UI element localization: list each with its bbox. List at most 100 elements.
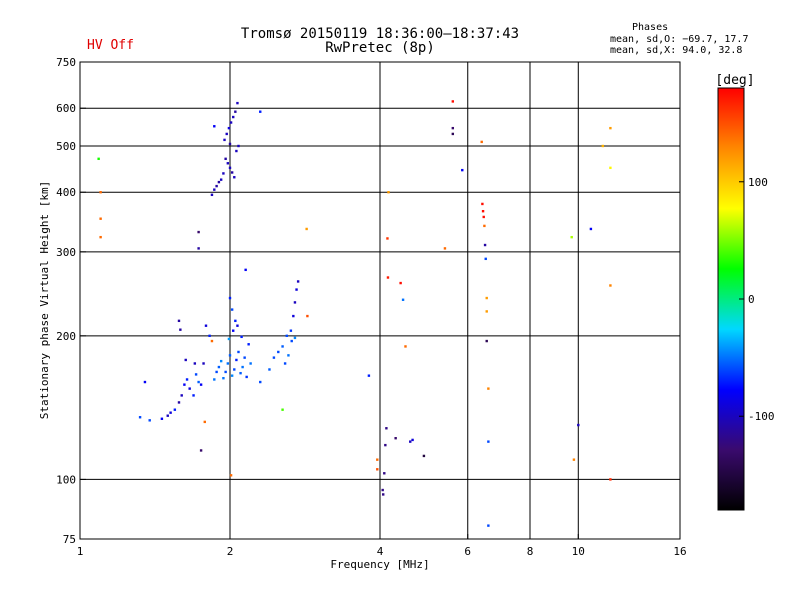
data-point (384, 443, 387, 447)
data-point (285, 334, 288, 338)
data-point (228, 296, 232, 300)
data-point (213, 188, 216, 191)
data-point (376, 468, 379, 471)
data-point (461, 168, 464, 172)
data-point (409, 440, 412, 443)
data-point (483, 224, 486, 228)
data-point (485, 296, 488, 300)
data-point (138, 416, 142, 419)
data-point (609, 166, 612, 170)
data-point (483, 243, 487, 247)
data-point (281, 408, 284, 411)
data-point (185, 378, 189, 381)
data-point (601, 144, 605, 148)
data-point (210, 339, 214, 343)
data-point (249, 362, 252, 365)
data-point (484, 257, 487, 261)
data-point (230, 374, 234, 377)
data-points (97, 100, 612, 527)
data-point (268, 368, 271, 371)
data-point (609, 126, 612, 130)
data-point (293, 336, 297, 340)
chart-title: Tromsø 20150119 18:36:00–18:37:43 (240, 26, 520, 42)
data-point (230, 171, 234, 174)
data-point (228, 142, 232, 146)
data-point (281, 345, 284, 348)
data-point (148, 419, 151, 422)
y-tick-label: 600 (56, 102, 76, 115)
data-point (232, 329, 235, 332)
colorbar-tick-label: -100 (748, 410, 775, 423)
data-point (244, 268, 247, 272)
data-point (451, 132, 455, 136)
data-point (589, 227, 593, 231)
data-point (245, 375, 248, 379)
data-point (485, 310, 488, 313)
data-point (192, 394, 195, 397)
data-point (283, 362, 287, 365)
data-point (99, 191, 102, 194)
data-point (386, 276, 390, 279)
data-point (487, 440, 490, 443)
data-point (443, 247, 447, 250)
hv-status-label: HV Off (87, 38, 134, 53)
data-point (383, 472, 386, 475)
data-point (166, 414, 169, 417)
data-point (219, 359, 223, 363)
data-point (202, 362, 205, 365)
grid-lines (80, 62, 680, 539)
data-point (180, 394, 183, 397)
x-tick-label: 1 (77, 545, 84, 558)
colorbar-tick-label: 0 (748, 293, 755, 306)
data-point (305, 227, 308, 231)
data-point (199, 449, 203, 452)
y-tick-label: 75 (63, 533, 76, 546)
data-point (213, 125, 216, 128)
data-point (243, 356, 246, 359)
data-point (241, 365, 244, 369)
data-point (193, 362, 197, 365)
data-point (609, 478, 612, 481)
data-point (481, 209, 485, 213)
data-point (229, 474, 233, 477)
data-point (272, 356, 276, 359)
data-point (227, 337, 231, 341)
data-point (197, 380, 200, 384)
data-point (609, 284, 612, 287)
data-point (233, 368, 236, 371)
data-point (215, 184, 218, 188)
y-tick-label: 200 (56, 330, 76, 343)
data-point (487, 524, 490, 527)
data-point (226, 162, 230, 165)
data-point (382, 493, 385, 496)
data-point (230, 308, 234, 311)
data-point (570, 235, 573, 239)
colorbar-tick-label: 100 (748, 176, 768, 189)
data-point (219, 178, 223, 181)
data-point (203, 420, 206, 424)
data-point (287, 354, 290, 357)
data-point (290, 339, 293, 343)
data-point (215, 370, 218, 374)
data-point (451, 100, 455, 103)
data-point (143, 380, 147, 384)
axis-ticks: 1 2 4 6 8 10 16 75 100 200 300 400 500 600 750 (56, 56, 687, 558)
x-tick-label: 8 (527, 545, 534, 558)
data-point (233, 176, 236, 179)
data-point (232, 115, 235, 119)
data-point (485, 339, 488, 343)
data-point (194, 373, 198, 376)
data-point (234, 319, 237, 323)
y-tick-label: 100 (56, 473, 76, 486)
data-point (394, 437, 397, 440)
data-point (99, 217, 102, 220)
data-point (228, 166, 232, 170)
data-point (292, 314, 295, 318)
data-point (99, 235, 102, 239)
data-point (235, 358, 238, 362)
data-point (197, 247, 200, 250)
x-tick-label: 6 (464, 545, 471, 558)
data-point (236, 324, 239, 327)
data-point (293, 301, 297, 304)
